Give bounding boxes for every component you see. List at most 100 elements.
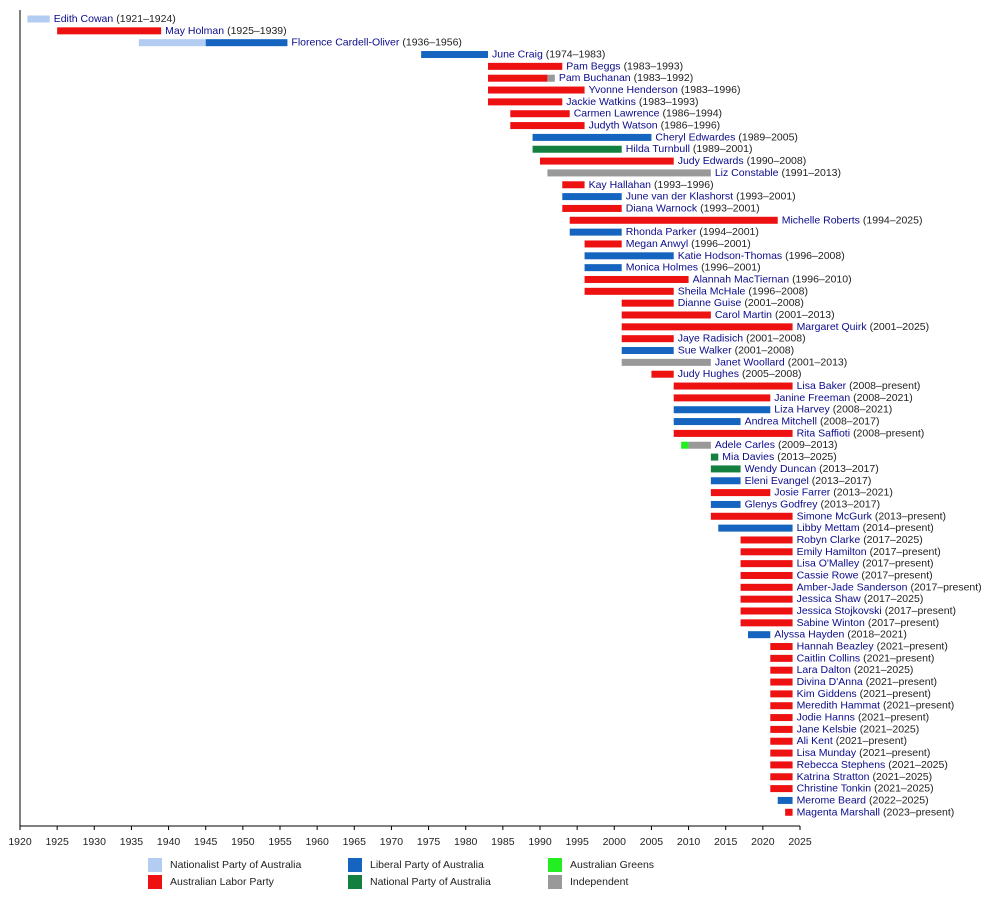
member-name: Katrina Stratton [797, 771, 870, 783]
member-name: June van der Klashorst [626, 190, 733, 202]
member-label: Megan Anwyl (1996–2001) [626, 238, 751, 250]
member-label: Robyn Clarke (2017–2025) [797, 534, 923, 546]
member-period: (2009–2013) [778, 439, 838, 451]
member-period: (2021–present) [858, 711, 929, 723]
term-bar [740, 583, 793, 591]
term-bar [651, 370, 674, 378]
member-period: (2021–2025) [860, 723, 920, 735]
member-period: (1994–2001) [699, 226, 759, 238]
member-period: (2013–2017) [812, 475, 872, 487]
term-bar [673, 394, 771, 402]
member-label: Yvonne Henderson (1983–1996) [589, 84, 741, 96]
legend-label: Liberal Party of Australia [370, 859, 484, 871]
member-label: Lisa Munday (2021–present) [797, 747, 931, 759]
term-bar [421, 51, 488, 59]
term-bar [740, 548, 793, 556]
member-label: Divina D'Anna (2021–present) [797, 676, 937, 688]
member-name: Robyn Clarke [797, 534, 861, 546]
member-name: Florence Cardell-Oliver [291, 36, 399, 48]
term-bar [777, 796, 793, 804]
member-period: (2021–present) [866, 676, 937, 688]
member-period: (1996–2001) [691, 238, 751, 250]
member-label: Eleni Evangel (2013–2017) [745, 475, 872, 487]
x-tick-label: 1960 [305, 836, 329, 848]
x-tick-label: 1985 [491, 836, 515, 848]
member-label: June Craig (1974–1983) [492, 48, 605, 60]
x-tick-label: 1975 [417, 836, 441, 848]
member-name: Megan Anwyl [626, 238, 688, 250]
term-bar [740, 560, 793, 568]
member-period: (2001–2025) [870, 321, 930, 333]
member-name: Adele Carles [715, 439, 775, 451]
member-name: Sheila McHale [678, 285, 746, 297]
term-bar [710, 512, 793, 520]
term-bar [770, 654, 793, 662]
member-label: Sabine Winton (2017–present) [797, 617, 940, 629]
member-name: Divina D'Anna [797, 676, 863, 688]
term-bar [621, 358, 711, 366]
member-label: Kay Hallahan (1993–1996) [589, 179, 714, 191]
term-bar [710, 453, 719, 461]
member-name: Cheryl Edwardes [655, 131, 735, 143]
term-bar [562, 204, 622, 212]
member-label: June van der Klashorst (1993–2001) [626, 190, 796, 202]
legend-label: National Party of Australia [370, 876, 491, 888]
member-period: (2023–present) [883, 806, 954, 818]
member-period: (1993–2001) [736, 190, 796, 202]
member-name: Lara Dalton [797, 664, 851, 676]
member-name: Judyth Watson [589, 119, 658, 131]
legend-swatch [348, 875, 362, 889]
term-bar [740, 571, 793, 579]
term-bar [740, 619, 793, 627]
term-bar [547, 74, 555, 82]
member-label: Adele Carles (2009–2013) [715, 439, 838, 451]
member-name: Meredith Hammat [797, 700, 881, 712]
term-bar [488, 74, 548, 82]
term-bar [584, 264, 622, 272]
member-name: Caitlin Collins [797, 652, 861, 664]
member-name: Jessica Stojkovski [797, 605, 882, 617]
member-name: Mia Davies [722, 451, 774, 463]
term-bar [57, 27, 162, 35]
member-label: Judyth Watson (1986–1996) [589, 119, 721, 131]
term-bar [584, 252, 674, 260]
member-name: Carmen Lawrence [574, 108, 660, 120]
member-name: Yvonne Henderson [589, 84, 678, 96]
x-tick-label: 1990 [528, 836, 552, 848]
term-bar [748, 631, 771, 639]
member-name: Alannah MacTiernan [693, 273, 790, 285]
member-label: Rebecca Stephens (2021–2025) [797, 759, 948, 771]
member-label: Pam Beggs (1983–1993) [566, 60, 683, 72]
member-label: Caitlin Collins (2021–present) [797, 652, 935, 664]
member-name: Jessica Shaw [797, 593, 862, 605]
member-period: (2013–2021) [833, 486, 893, 498]
member-label: Michelle Roberts (1994–2025) [782, 214, 923, 226]
term-bar [770, 737, 793, 745]
x-tick-label: 2010 [677, 836, 701, 848]
member-name: Carol Martin [715, 309, 772, 321]
member-period: (1993–2001) [700, 202, 760, 214]
member-label: Alyssa Hayden (2018–2021) [774, 628, 907, 640]
term-bar [569, 228, 622, 236]
member-name: Hilda Turnbull [626, 143, 690, 155]
member-period: (2017–2025) [864, 593, 924, 605]
member-period: (1983–1996) [681, 84, 741, 96]
member-name: Michelle Roberts [782, 214, 860, 226]
member-name: Jane Kelsbie [797, 723, 857, 735]
member-period: (1983–1993) [639, 96, 699, 108]
term-bar [562, 193, 622, 201]
x-tick-label: 1940 [157, 836, 181, 848]
term-bar [27, 15, 50, 23]
x-tick-label: 2005 [640, 836, 664, 848]
term-bar [532, 145, 622, 153]
member-label: Alannah MacTiernan (1996–2010) [693, 273, 852, 285]
term-bar [488, 86, 585, 94]
member-period: (2013–2017) [821, 498, 881, 510]
member-label: Andrea Mitchell (2008–2017) [745, 415, 880, 427]
member-period: (1983–1992) [634, 72, 694, 84]
term-bar [584, 275, 689, 283]
term-bar [205, 39, 288, 47]
member-label: Jessica Shaw (2017–2025) [797, 593, 924, 605]
member-label: Merome Beard (2022–2025) [797, 794, 929, 806]
